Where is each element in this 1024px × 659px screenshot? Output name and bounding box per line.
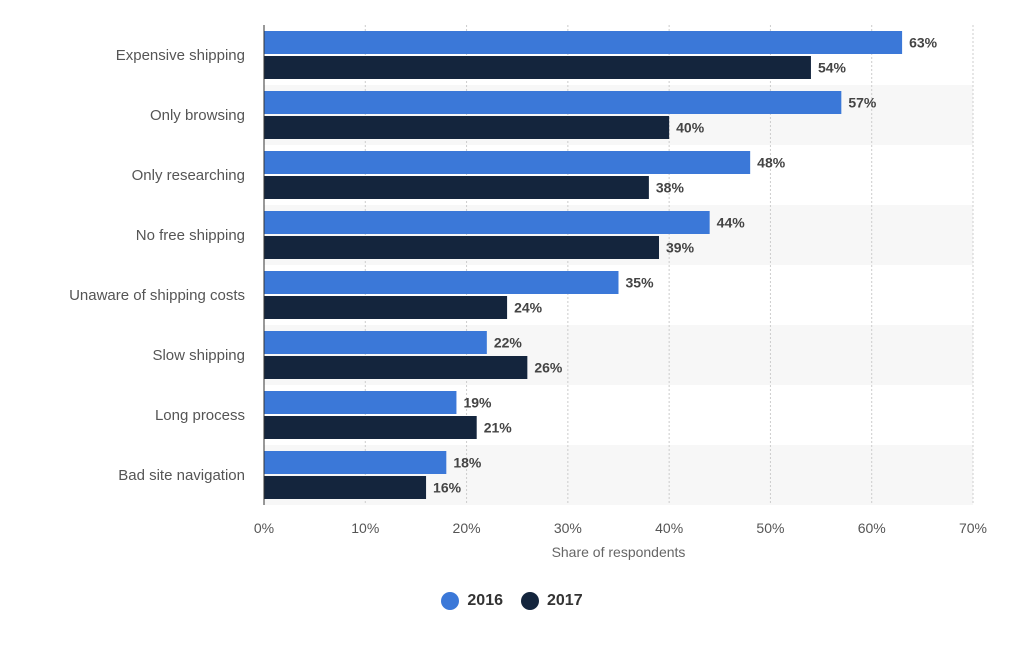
category-label: Slow shipping — [152, 347, 245, 364]
x-axis-title: Share of respondents — [552, 544, 686, 560]
value-label-2017: 21% — [484, 420, 513, 436]
value-label-2017: 26% — [534, 360, 563, 376]
value-label-2016: 63% — [909, 35, 938, 51]
legend-item-2017[interactable]: 2017 — [521, 592, 583, 610]
value-label-2017: 39% — [666, 240, 695, 256]
legend-item-2016[interactable]: 2016 — [441, 592, 503, 610]
bar-2017 — [264, 296, 508, 319]
value-labels: 63% 54% 57% 40% 48% 38% 44% 39% 35% 24% 22% 26% 19% 2… — [433, 35, 938, 496]
bar-2017 — [264, 416, 477, 439]
legend-marker-2017 — [521, 592, 539, 610]
x-tick-label: 0% — [254, 520, 274, 536]
category-label: Bad site navigation — [118, 467, 245, 484]
x-tick-label: 20% — [453, 520, 481, 536]
bar-2016 — [264, 211, 710, 234]
bar-2016 — [264, 31, 903, 54]
bars — [264, 31, 903, 499]
bar-2016 — [264, 271, 619, 294]
legend: 2016 2017 — [0, 592, 1024, 610]
value-label-2016: 19% — [463, 395, 492, 411]
legend-label-2017: 2017 — [547, 592, 583, 609]
bar-chart: 63% 54% 57% 40% 48% 38% 44% 39% 35% 24% 22% 26% 19% 2… — [69, 25, 987, 560]
category-label: Only researching — [132, 167, 245, 184]
value-label-2017: 54% — [818, 60, 847, 76]
legend-label-2016: 2016 — [467, 592, 503, 609]
value-label-2016: 48% — [757, 155, 786, 171]
category-label: Only browsing — [150, 107, 245, 124]
value-label-2016: 18% — [453, 455, 482, 471]
x-tick-label: 60% — [858, 520, 886, 536]
bar-2017 — [264, 56, 811, 79]
category-labels: Expensive shipping Only browsing Only rese… — [69, 47, 245, 484]
x-tick-labels: 0% 10% 20% 30% 40% 50% 60% 70% — [254, 520, 987, 536]
x-tick-label: 70% — [959, 520, 987, 536]
value-label-2016: 35% — [626, 275, 655, 291]
value-label-2017: 24% — [514, 300, 543, 316]
value-label-2016: 44% — [717, 215, 746, 231]
bar-2016 — [264, 91, 842, 114]
bar-2016 — [264, 391, 457, 414]
category-label: No free shipping — [136, 227, 245, 244]
legend-marker-2016 — [441, 592, 460, 610]
category-label: Long process — [155, 407, 245, 424]
bar-2017 — [264, 236, 660, 259]
category-label: Unaware of shipping costs — [69, 287, 245, 304]
value-label-2017: 38% — [656, 180, 685, 196]
bar-2016 — [264, 331, 487, 354]
bar-2017 — [264, 476, 427, 499]
row-bands — [264, 85, 973, 505]
bar-2017 — [264, 116, 670, 139]
category-label: Expensive shipping — [116, 47, 245, 64]
x-tick-label: 30% — [554, 520, 582, 536]
x-tick-label: 10% — [351, 520, 379, 536]
value-label-2017: 16% — [433, 480, 462, 496]
x-tick-label: 50% — [756, 520, 784, 536]
x-tick-label: 40% — [655, 520, 683, 536]
bar-2017 — [264, 356, 528, 379]
value-label-2016: 22% — [494, 335, 523, 351]
bar-2017 — [264, 176, 649, 199]
value-label-2017: 40% — [676, 120, 705, 136]
bar-2016 — [264, 451, 447, 474]
value-label-2016: 57% — [848, 95, 877, 111]
bar-2016 — [264, 151, 751, 174]
